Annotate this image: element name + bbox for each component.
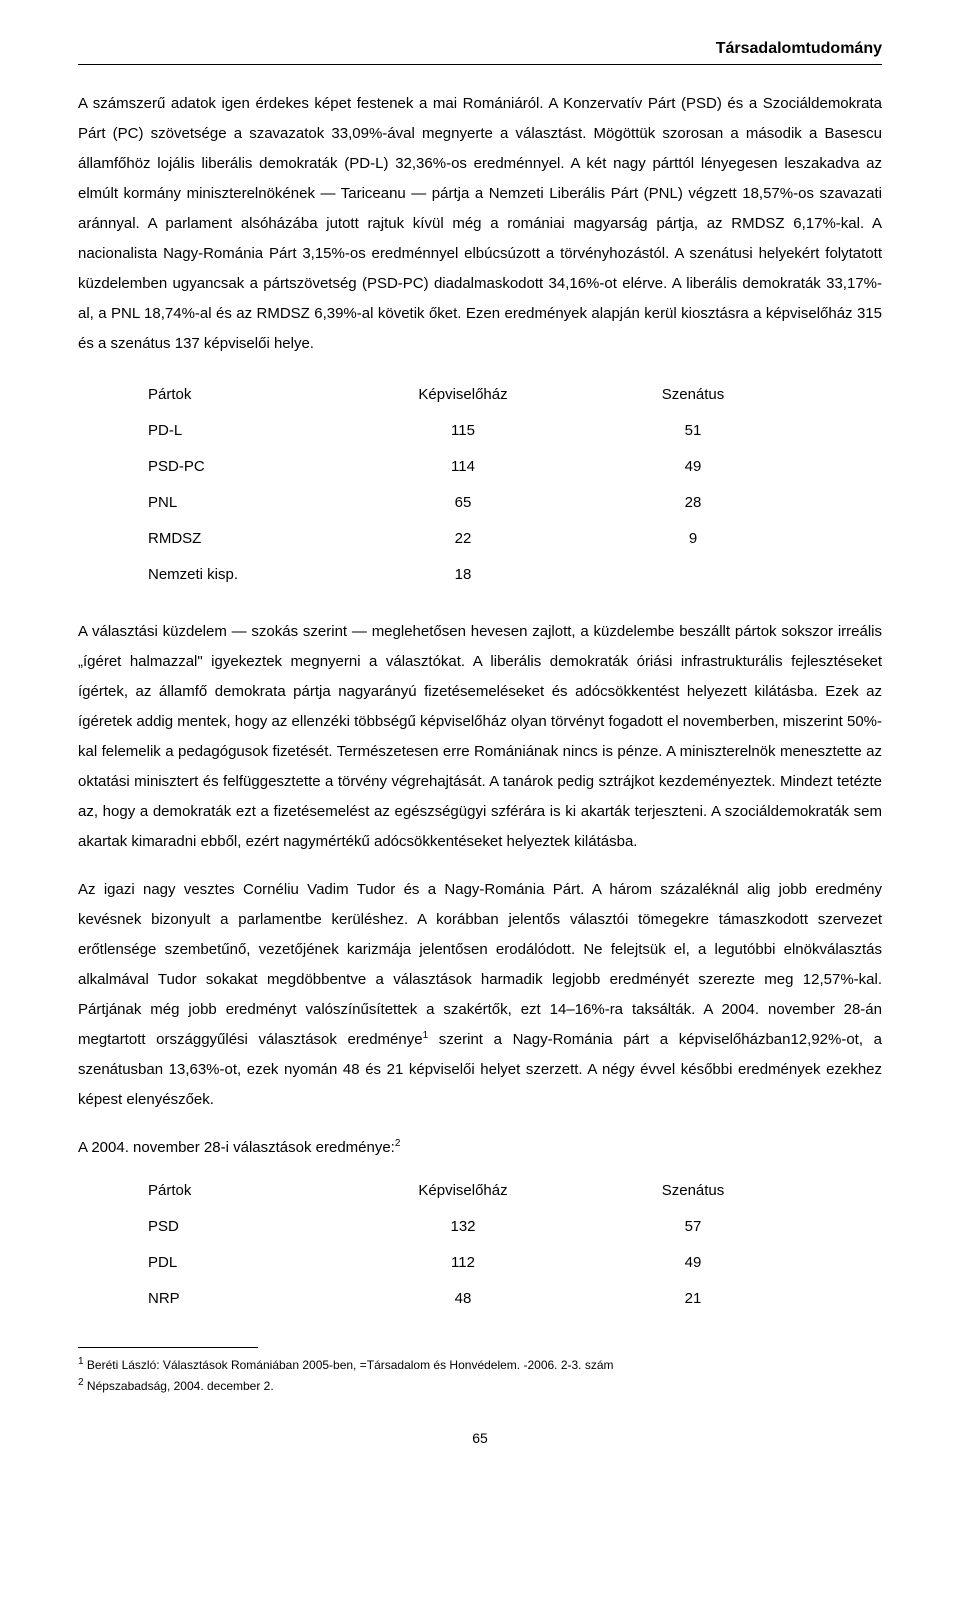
footnote-1: 1 Beréti László: Választások Romániában … [78, 1354, 882, 1375]
table-cell: 9 [578, 521, 808, 557]
paragraph-2: A választási küzdelem — szokás szerint —… [78, 617, 882, 857]
section-title: Társadalomtudomány [78, 40, 882, 58]
table-cell: 21 [578, 1281, 808, 1317]
table-row: PNL 65 28 [78, 485, 882, 521]
footnote-2: 2 Népszabadság, 2004. december 2. [78, 1375, 882, 1396]
table-cell: 49 [578, 1245, 808, 1281]
table-cell: 57 [578, 1209, 808, 1245]
table-cell: Nemzeti kisp. [78, 557, 348, 593]
table-cell: NRP [78, 1281, 348, 1317]
table-cell: 115 [348, 413, 578, 449]
table-header-cell: Pártok [78, 377, 348, 413]
table-cell: 65 [348, 485, 578, 521]
paragraph-4a: A 2004. november 28-i választások eredmé… [78, 1139, 395, 1156]
table-cell: 48 [348, 1281, 578, 1317]
table-cell: RMDSZ [78, 521, 348, 557]
table-cell: 132 [348, 1209, 578, 1245]
table-row: PSD 132 57 [78, 1209, 882, 1245]
paragraph-4: A 2004. november 28-i választások eredmé… [78, 1133, 882, 1163]
table-cell: PSD [78, 1209, 348, 1245]
table-cell: 114 [348, 449, 578, 485]
header-rule [78, 64, 882, 65]
footnote-text: Beréti László: Választások Romániában 20… [84, 1358, 614, 1372]
table-row: PDL 112 49 [78, 1245, 882, 1281]
table-row: Nemzeti kisp. 18 [78, 557, 882, 593]
table-header-row: Pártok Képviselőház Szenátus [78, 377, 882, 413]
table-cell: 51 [578, 413, 808, 449]
table-header-row: Pártok Képviselőház Szenátus [78, 1173, 882, 1209]
table-row: RMDSZ 22 9 [78, 521, 882, 557]
table-cell: PSD-PC [78, 449, 348, 485]
table-header-cell: Szenátus [578, 377, 808, 413]
table-cell: PD-L [78, 413, 348, 449]
table-cell: 112 [348, 1245, 578, 1281]
table-header-cell: Szenátus [578, 1173, 808, 1209]
table-cell [578, 557, 808, 593]
table-cell: PDL [78, 1245, 348, 1281]
page-number: 65 [78, 1430, 882, 1446]
footnote-ref-2: 2 [395, 1138, 401, 1149]
footnote-separator [78, 1347, 258, 1348]
results-table-2: Pártok Képviselőház Szenátus PSD 132 57 … [78, 1173, 882, 1317]
table-cell: 22 [348, 521, 578, 557]
table-cell: 18 [348, 557, 578, 593]
paragraph-1: A számszerű adatok igen érdekes képet fe… [78, 89, 882, 359]
table-row: PSD-PC 114 49 [78, 449, 882, 485]
table-row: PD-L 115 51 [78, 413, 882, 449]
table-cell: 49 [578, 449, 808, 485]
table-cell: PNL [78, 485, 348, 521]
table-cell: 28 [578, 485, 808, 521]
footnote-text: Népszabadság, 2004. december 2. [84, 1379, 274, 1393]
table-header-cell: Képviselőház [348, 1173, 578, 1209]
page-container: Társadalomtudomány A számszerű adatok ig… [0, 0, 960, 1486]
results-table-1: Pártok Képviselőház Szenátus PD-L 115 51… [78, 377, 882, 593]
paragraph-3a: Az igazi nagy vesztes Cornéliu Vadim Tud… [78, 881, 882, 1048]
table-header-cell: Pártok [78, 1173, 348, 1209]
table-row: NRP 48 21 [78, 1281, 882, 1317]
table-header-cell: Képviselőház [348, 377, 578, 413]
paragraph-3: Az igazi nagy vesztes Cornéliu Vadim Tud… [78, 875, 882, 1115]
